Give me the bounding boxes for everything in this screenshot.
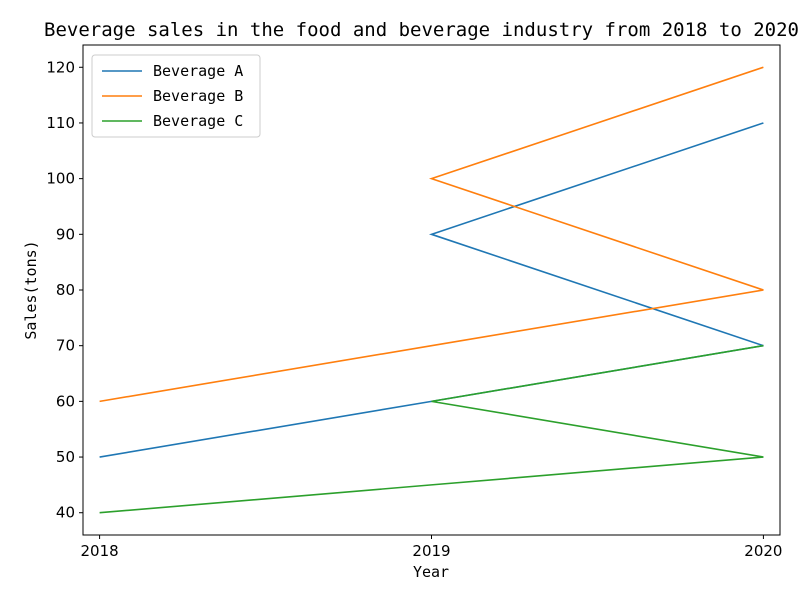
- x-tick-label: 2018: [81, 542, 119, 560]
- y-tick-label: 70: [56, 337, 75, 355]
- x-axis: 2018 2019 2020: [81, 535, 782, 560]
- y-axis-label: Sales(tons): [22, 240, 40, 339]
- series-layer: [99, 66, 764, 514]
- chart-title: Beverage sales in the food and beverage …: [44, 19, 799, 41]
- y-tick-label: 110: [46, 114, 75, 132]
- legend-label: Beverage B: [153, 87, 243, 105]
- y-tick-label: 40: [56, 504, 75, 522]
- series-line-beverage-c: [99, 344, 764, 514]
- series-line-beverage-b: [99, 66, 764, 403]
- x-tick-label: 2019: [412, 542, 450, 560]
- legend-label: Beverage A: [153, 62, 243, 80]
- x-tick-label: 2020: [744, 542, 782, 560]
- y-axis: 40 50 60 70 80 90 100 110 120: [46, 58, 83, 522]
- legend: Beverage A Beverage B Beverage C: [91, 54, 261, 138]
- y-tick-label: 60: [56, 392, 75, 410]
- y-tick-label: 100: [46, 170, 75, 188]
- x-axis-label: Year: [413, 563, 449, 581]
- legend-frame: [91, 54, 261, 138]
- y-tick-label: 50: [56, 448, 75, 466]
- legend-label: Beverage C: [153, 112, 243, 130]
- y-tick-label: 120: [46, 58, 75, 76]
- y-tick-label: 90: [56, 225, 75, 243]
- y-tick-label: 80: [56, 281, 75, 299]
